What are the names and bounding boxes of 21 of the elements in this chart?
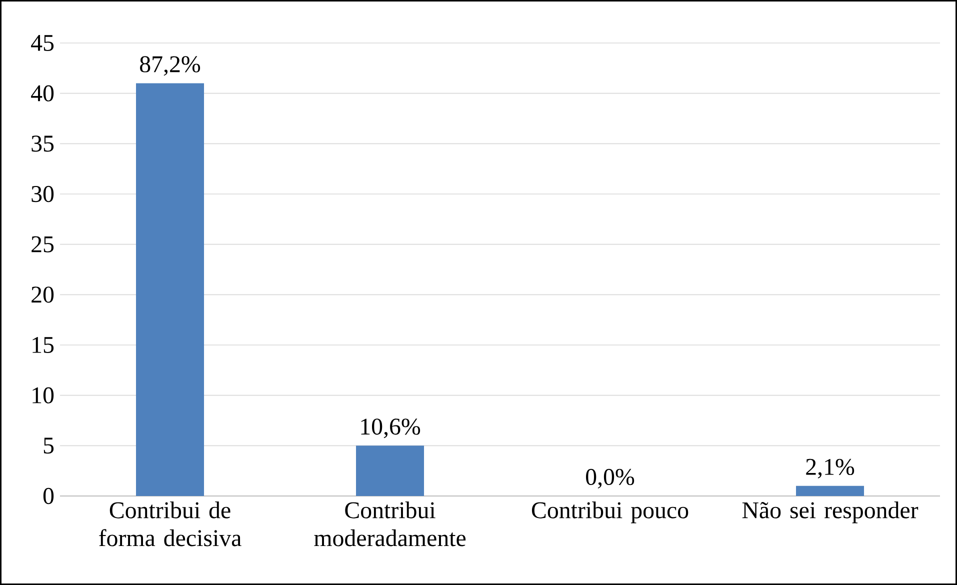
x-tick-label: Não sei responder	[742, 502, 918, 524]
x-tick-label: Contribui pouco	[532, 502, 688, 524]
annotation: 2,1%	[806, 458, 854, 478]
y-tick-label: 40	[31, 85, 54, 102]
x-tick-label: Contribui moderadamente	[314, 502, 466, 546]
bar	[356, 446, 424, 496]
bar	[136, 83, 204, 496]
bar	[796, 486, 864, 496]
annotation: 87,2%	[140, 56, 200, 76]
y-tick-label: 35	[32, 136, 54, 152]
y-tick-label: 30	[32, 186, 54, 202]
y-tick-label: 20	[32, 286, 54, 303]
y-tick-label: 10	[32, 387, 54, 404]
annotation: 0,0%	[586, 468, 634, 488]
y-tick-label: 25	[32, 236, 54, 252]
annotation: 10,6%	[361, 418, 420, 438]
y-tick-label: 45	[31, 35, 54, 51]
y-tick-label: 5	[44, 438, 54, 454]
y-tick-label: 15	[32, 336, 54, 354]
x-tick-label: Contribui de forma decisiva	[99, 502, 242, 546]
y-tick-label: 0	[43, 488, 54, 504]
